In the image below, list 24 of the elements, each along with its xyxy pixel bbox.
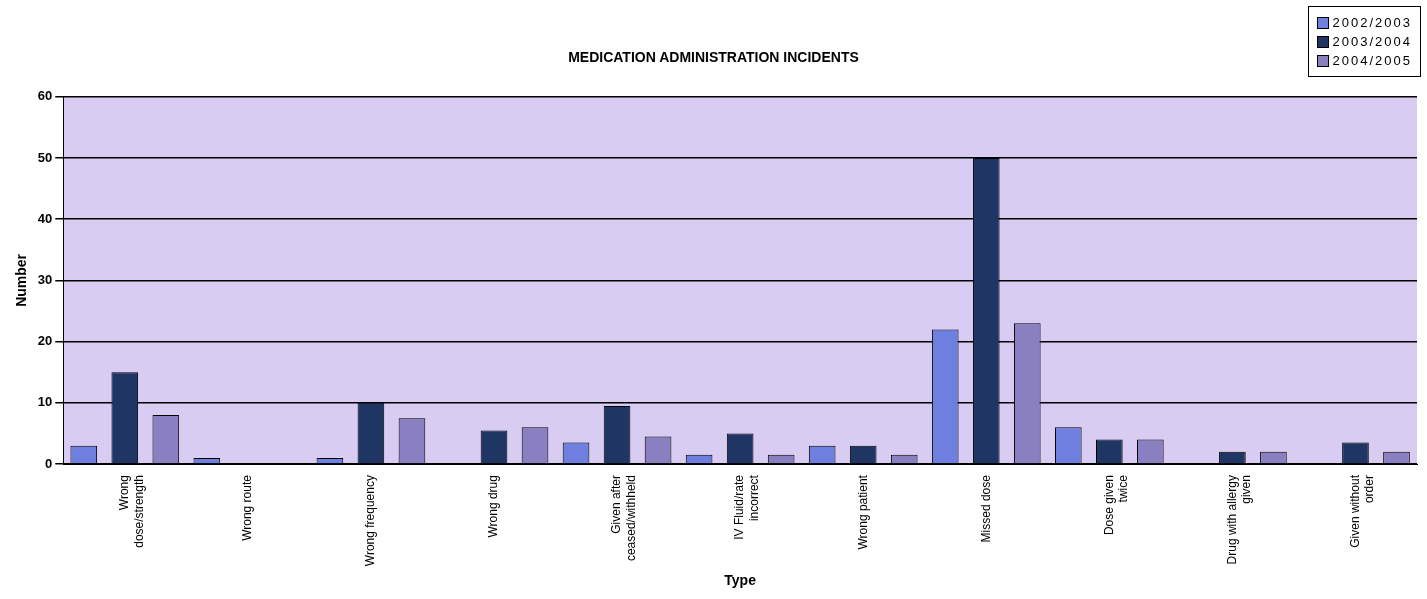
x-tick-label: Given after ceased/withheld <box>609 475 638 562</box>
legend-label: 2002/2003 <box>1332 15 1412 30</box>
x-tick-label: Drug with allergy given <box>1224 475 1254 565</box>
x-tick-label: Wrong dose/strength <box>117 475 146 548</box>
x-tick-label: Dose given twice <box>1101 474 1131 536</box>
y-tick-label: 30 <box>37 272 53 287</box>
x-tick-label: IV Fluid/rate incorrect <box>732 474 761 540</box>
x-tick-label: Missed dose <box>978 474 993 543</box>
y-axis-title: Number <box>13 253 30 307</box>
legend-label: 2004/2005 <box>1332 53 1412 68</box>
x-tick-label: Wrong route <box>240 474 255 541</box>
x-tick-label: Wrong patient <box>855 474 870 550</box>
y-tick-label: 60 <box>37 88 53 104</box>
y-tick-label: 40 <box>37 210 53 226</box>
legend-label: 2003/2004 <box>1332 34 1412 49</box>
y-tick-label: 50 <box>37 149 53 165</box>
y-tick-label: 10 <box>37 394 53 410</box>
chart-title: MEDICATION ADMINISTRATION INCIDENTS <box>568 49 859 66</box>
y-tick-label: 0 <box>45 455 53 471</box>
x-tick-label: Wrong frequency <box>363 475 378 567</box>
x-tick-label: Wrong drug <box>486 475 501 538</box>
x-tick-label: Given without order <box>1347 474 1377 548</box>
y-tick-label: 20 <box>37 333 53 349</box>
x-axis-title: Type <box>724 572 757 589</box>
